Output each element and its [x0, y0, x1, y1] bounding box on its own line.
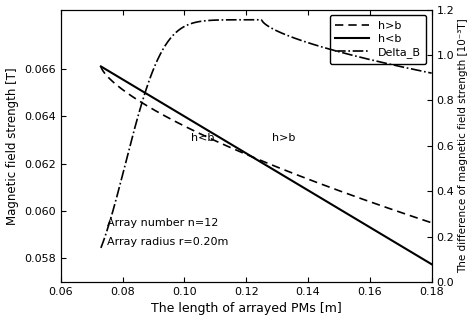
Delta_B [370, 58, 375, 62]
Text: Array number n=12: Array number n=12 [107, 218, 219, 228]
Delta_B [429, 71, 435, 75]
Line: h>b: h>b [101, 66, 432, 223]
Y-axis label: The difference of magnetic field strength [10⁻³T]: The difference of magnetic field strengt… [458, 18, 468, 273]
Delta_B [278, 30, 283, 34]
h<b [295, 182, 301, 186]
h>b [257, 158, 263, 162]
h>b [429, 221, 435, 225]
h<b [369, 227, 375, 230]
h>b [98, 65, 104, 68]
Line: Delta_B: Delta_B [101, 20, 432, 248]
h<b [98, 65, 104, 68]
Text: h<b: h<b [191, 133, 215, 143]
h<b [257, 160, 263, 163]
Line: h<b: h<b [101, 66, 432, 264]
Delta_B [98, 246, 104, 250]
h>b [369, 201, 375, 204]
X-axis label: The length of arrayed PMs [m]: The length of arrayed PMs [m] [151, 302, 342, 316]
Legend: h>b, h<b, Delta_B: h>b, h<b, Delta_B [330, 15, 426, 64]
Y-axis label: Magnetic field strength [T]: Magnetic field strength [T] [6, 67, 18, 225]
Text: h>b: h>b [272, 133, 295, 143]
h<b [277, 171, 283, 175]
h<b [421, 257, 427, 261]
h>b [255, 157, 261, 161]
h>b [277, 166, 283, 170]
h>b [421, 218, 427, 222]
h<b [255, 159, 261, 162]
h>b [295, 173, 301, 177]
Delta_B [257, 18, 263, 22]
Delta_B [255, 18, 261, 22]
Text: Array radius r=0.20m: Array radius r=0.20m [107, 237, 228, 247]
Delta_B [258, 18, 264, 22]
h<b [429, 262, 435, 266]
Delta_B [421, 70, 427, 74]
Delta_B [296, 38, 301, 41]
